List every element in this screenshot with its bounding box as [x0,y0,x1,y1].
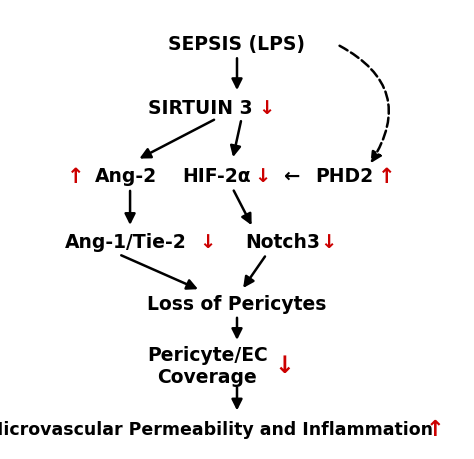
Text: SEPSIS (LPS): SEPSIS (LPS) [168,35,306,54]
Text: SIRTUIN 3: SIRTUIN 3 [148,99,253,118]
Text: ←: ← [283,167,300,186]
Text: Pericyte/EC
Coverage: Pericyte/EC Coverage [147,346,268,386]
Text: Ang-2: Ang-2 [94,167,156,186]
Text: ↑: ↑ [426,420,444,440]
Text: ↓: ↓ [254,167,270,186]
FancyArrowPatch shape [339,46,389,161]
Text: ↑: ↑ [67,167,84,187]
Text: ↓: ↓ [320,233,336,252]
Text: Microvascular Permeability and Inflammation: Microvascular Permeability and Inflammat… [0,421,433,439]
Text: ↓: ↓ [199,233,216,252]
Text: ↓: ↓ [275,354,295,378]
Text: ↑: ↑ [377,167,395,187]
Text: ↓: ↓ [258,99,275,118]
Text: Notch3: Notch3 [245,233,320,252]
Text: Ang-1/Tie-2: Ang-1/Tie-2 [64,233,186,252]
Text: Loss of Pericytes: Loss of Pericytes [147,295,327,314]
Text: PHD2: PHD2 [315,167,373,186]
Text: HIF-2α: HIF-2α [182,167,251,186]
